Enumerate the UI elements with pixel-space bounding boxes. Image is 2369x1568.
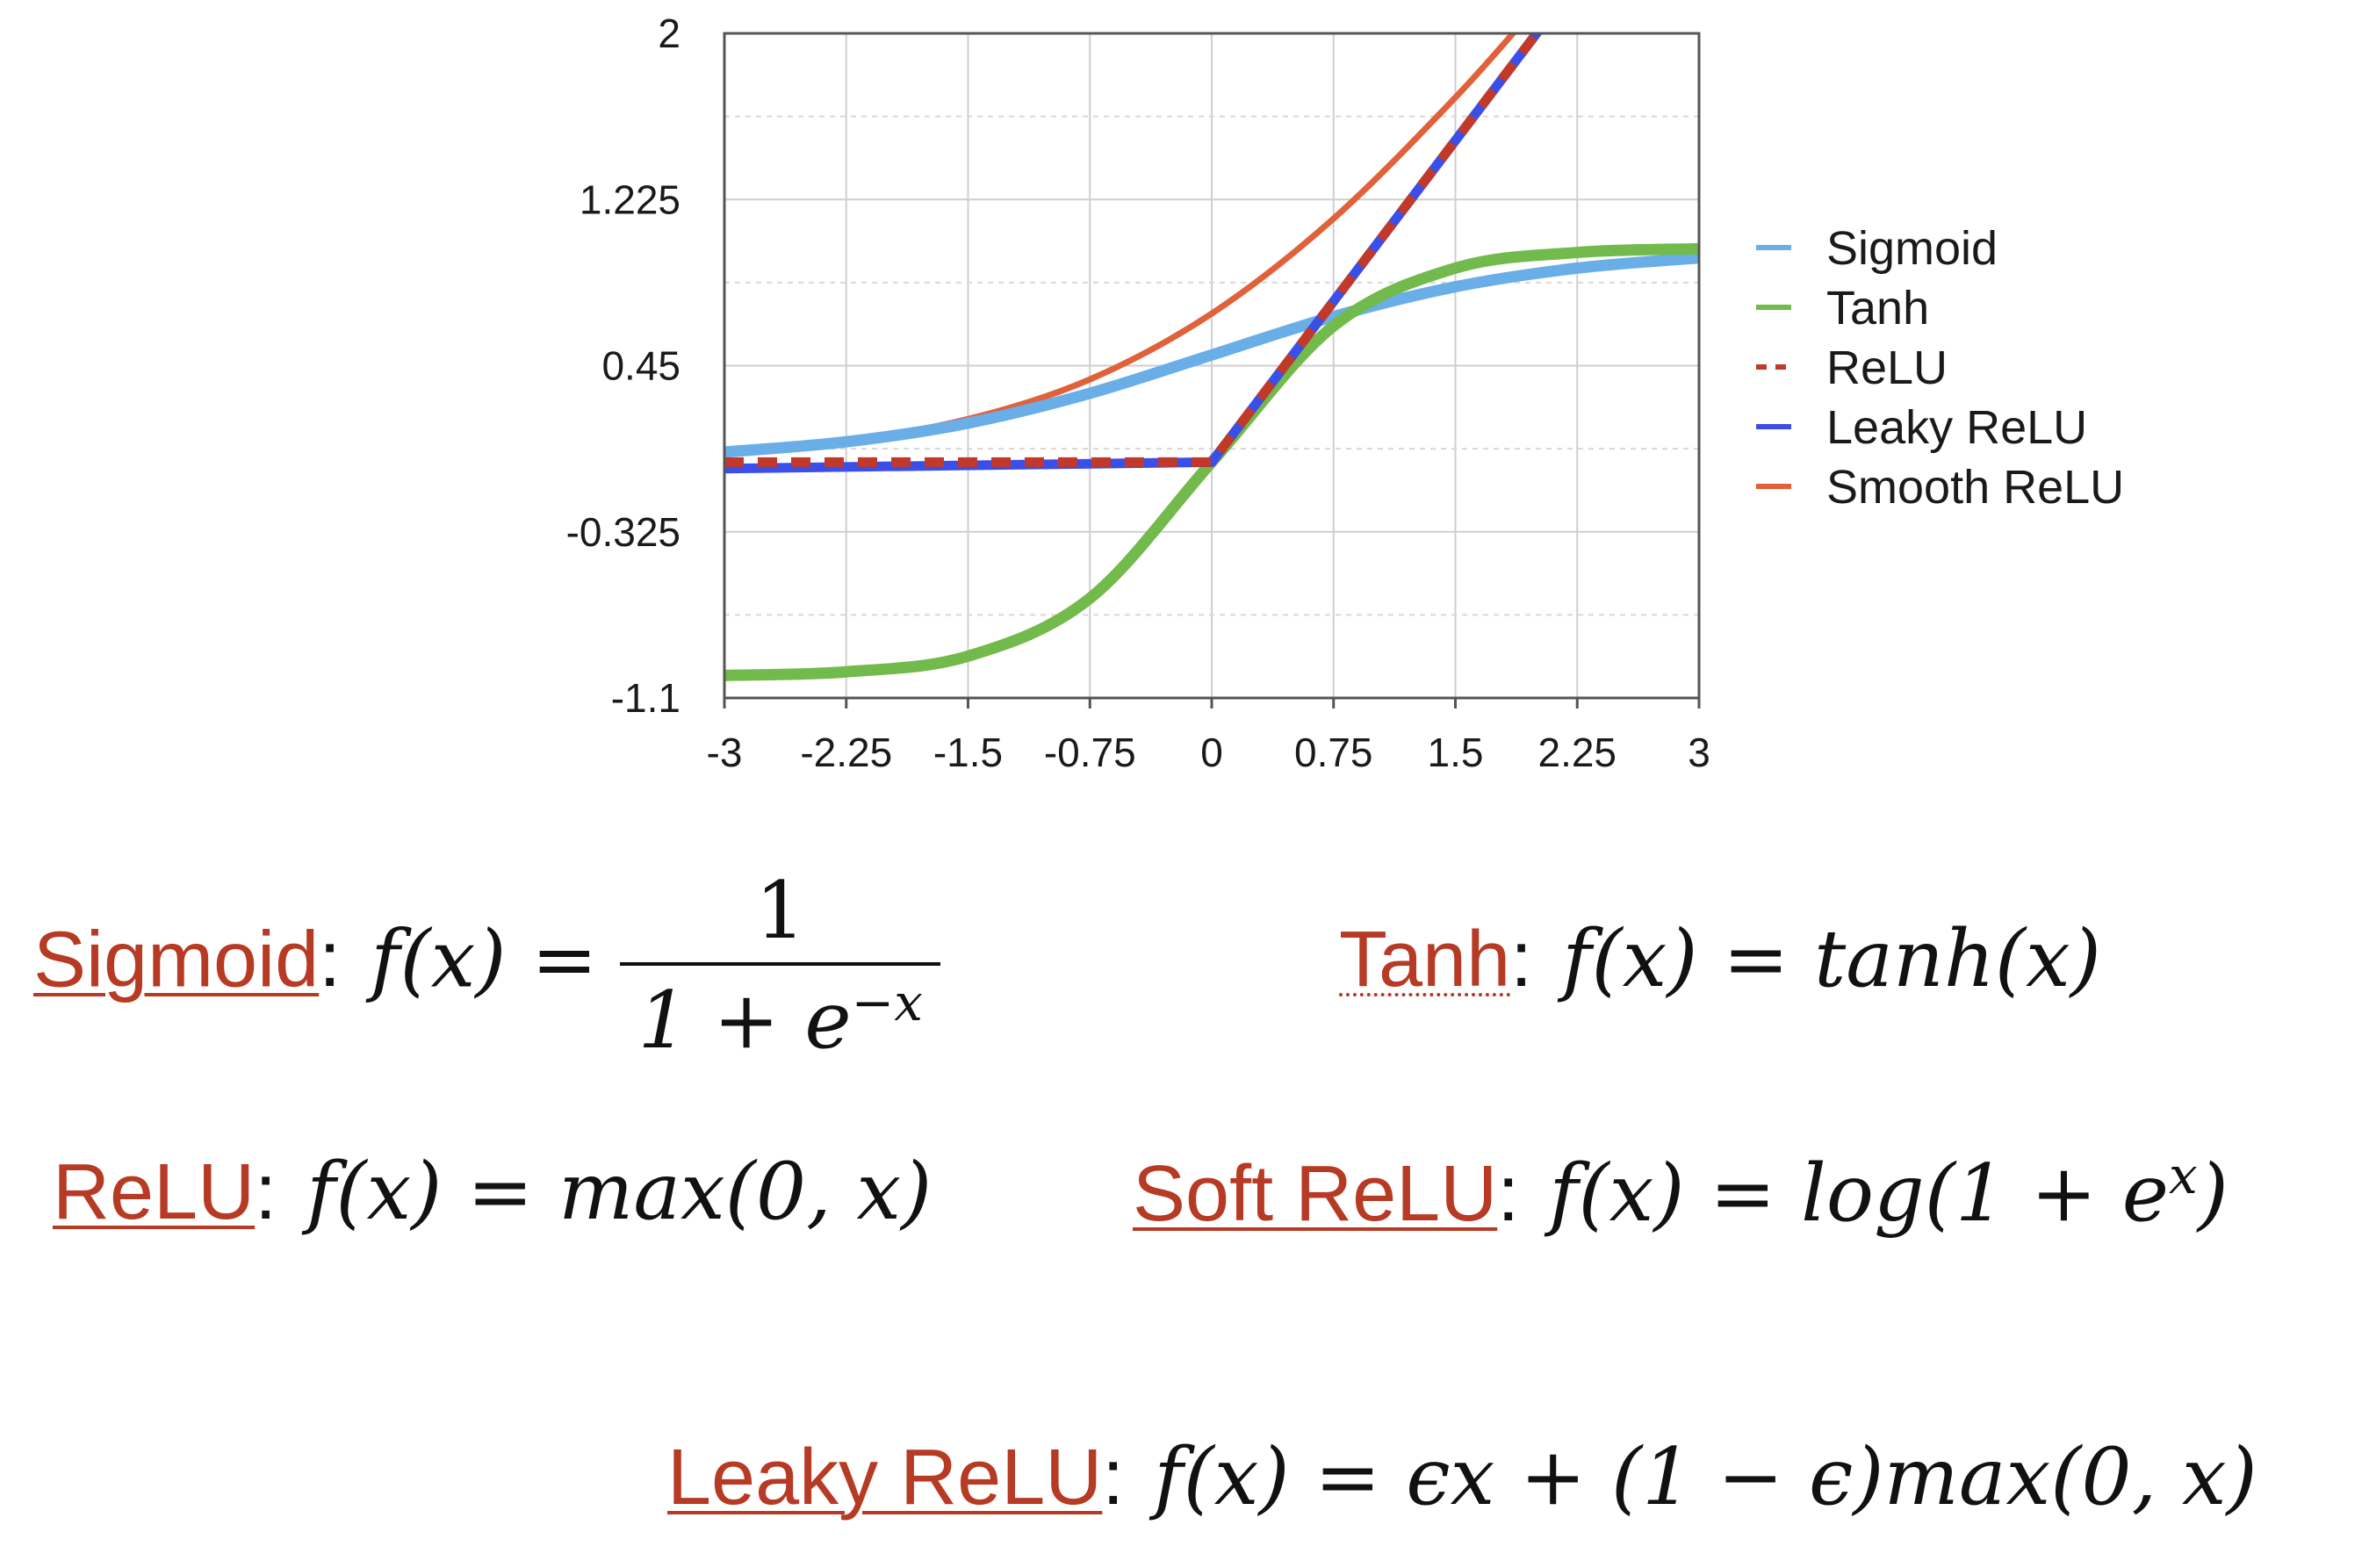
sigmoid-denominator: 1 + e−x [620,966,940,1067]
soft-relu-formula-colon: : [1497,1150,1520,1238]
grid-lines [724,33,1699,698]
tanh-formula: Tanh: f(x) = tanh(x) [1339,913,2101,1005]
leaky-relu-formula-name: Leaky ReLU [667,1434,1103,1521]
sigmoid-formula-name: Sigmoid [33,916,320,1004]
legend-label-smooth-relu: Smooth ReLU [1826,461,2124,514]
relu-formula: ReLU: f(x) = max(0, x) [53,1146,932,1238]
relu-formula-colon: : [255,1148,277,1236]
soft-relu-formula: Soft ReLU: f(x) = log(1 + ex) [1133,1146,2229,1240]
legend: Sigmoid Tanh ReLU Leaky ReLU Smooth ReLU [1756,222,2124,514]
y-tick-label: -0.325 [566,509,680,555]
series-line-leaky-relu [724,33,1543,474]
soft-relu-formula-name: Soft ReLU [1133,1150,1498,1238]
sigmoid-formula-lhs: f(x) = [371,913,598,1006]
y-axis-ticks: -1.1 -0.325 0.45 1.225 2 [566,11,680,721]
sigmoid-formula: Sigmoid: f(x) = 1 1 + e−x [33,865,940,1067]
soft-relu-formula-close: ) [2197,1147,2229,1240]
x-tick-label: -3 [707,730,743,775]
tanh-formula-expr: f(x) = tanh(x) [1562,913,2101,1005]
sigmoid-exponent: −x [851,973,923,1032]
leaky-relu-formula-expr: f(x) = ϵx + (1 − ϵ)max(0, x) [1154,1431,2257,1523]
x-axis-ticks: -3 -2.25 -1.5 -0.75 0 0.75 1.5 2.25 3 [707,698,1710,775]
relu-formula-expr: f(x) = max(0, x) [306,1146,932,1238]
x-tick-label: 0 [1200,730,1223,775]
sigmoid-numerator: 1 [620,865,940,966]
activation-functions-chart: -3 -2.25 -1.5 -0.75 0 0.75 1.5 2.25 3 -1.1 -0.325… [566,11,2125,775]
x-tick-label: 1.5 [1428,730,1484,775]
tanh-formula-name: Tanh [1339,916,1511,1003]
y-tick-label: 1.225 [580,176,680,222]
legend-label-relu: ReLU [1826,342,1948,394]
x-tick-label: -2.25 [800,730,892,775]
relu-formula-name: ReLU [53,1148,256,1236]
soft-relu-exponent: x [2168,1146,2198,1205]
soft-relu-formula-expr: f(x) = log(1 + e [1549,1147,2169,1240]
legend-label-sigmoid: Sigmoid [1826,222,1998,275]
series-lines [724,33,1699,681]
sigmoid-denominator-base: 1 + e [637,975,852,1067]
legend-label-leaky-relu: Leaky ReLU [1826,401,2087,454]
sigmoid-formula-colon: : [319,916,342,1004]
x-tick-label: 3 [1688,730,1710,775]
series-line-sigmoid [724,252,1699,458]
leaky-relu-formula: Leaky ReLU: f(x) = ϵx + (1 − ϵ)max(0, x) [667,1431,2257,1523]
x-tick-label: 0.75 [1294,730,1373,775]
legend-label-tanh: Tanh [1826,282,1929,334]
tanh-formula-colon: : [1510,916,1533,1003]
y-tick-label: 0.45 [601,343,680,389]
y-tick-label: 2 [658,11,680,56]
x-tick-label: -0.75 [1044,730,1136,775]
x-tick-label: 2.25 [1537,730,1617,775]
leaky-relu-formula-colon: : [1102,1434,1125,1521]
x-tick-label: -1.5 [933,730,1003,775]
y-tick-label: -1.1 [611,675,680,721]
